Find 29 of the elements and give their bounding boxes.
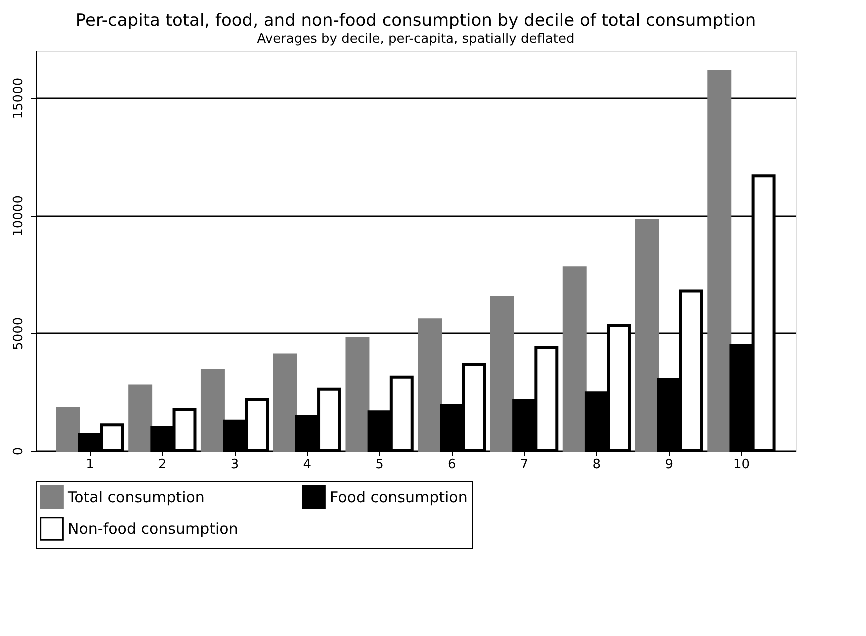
x-tick-label: 3 <box>230 458 240 472</box>
chart-subtitle: Averages by decile, per-capita, spatially deflated <box>257 32 575 47</box>
legend-label: Non-food consumption <box>68 520 238 538</box>
x-tick-label: 4 <box>303 458 312 472</box>
x-tick-label: 10 <box>733 458 750 472</box>
x-tick-label: 2 <box>158 458 167 472</box>
y-tick-label: 15000 <box>12 78 26 120</box>
bar <box>56 407 80 452</box>
bar <box>708 70 732 452</box>
bar <box>490 296 514 452</box>
x-tick-label: 7 <box>520 458 529 472</box>
x-tick-label: 1 <box>86 458 94 472</box>
legend-label: Total consumption <box>67 488 205 506</box>
bar <box>562 266 587 452</box>
bar <box>200 369 225 452</box>
bar <box>418 318 442 452</box>
y-tick-label: 0 <box>12 447 26 456</box>
y-tick-label: 5000 <box>12 317 26 350</box>
x-tick-label: 6 <box>448 458 456 472</box>
x-tick-label: 8 <box>592 458 602 472</box>
bar <box>273 354 298 452</box>
chart-title: Per-capita total, food, and non-food consumption by decile of total consumption <box>76 11 756 31</box>
bar <box>128 384 153 452</box>
bar <box>346 337 370 452</box>
legend-label: Food consumption <box>330 488 468 506</box>
y-tick-label: 10000 <box>12 196 26 237</box>
bar <box>635 219 660 452</box>
x-tick-label: 9 <box>665 458 674 472</box>
x-tick-label: 5 <box>376 458 384 472</box>
